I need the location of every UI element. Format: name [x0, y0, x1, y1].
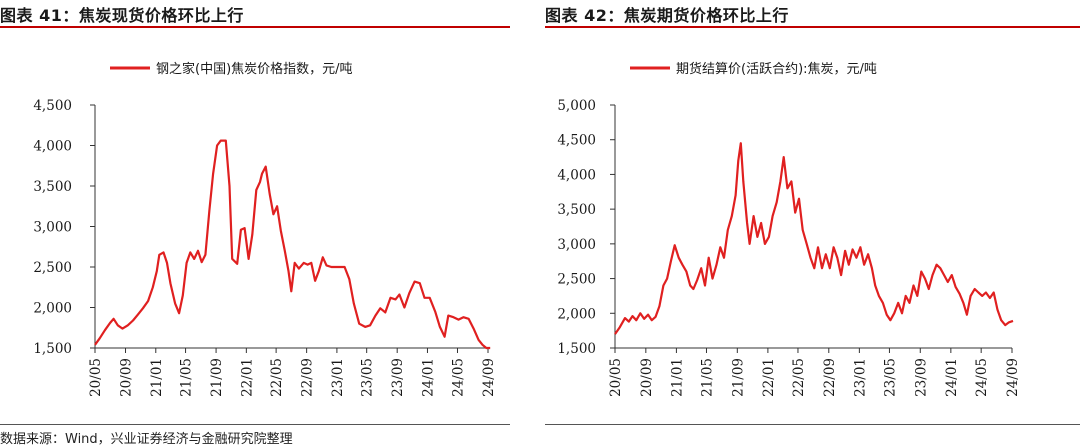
x-tick-label: 21/05 — [179, 358, 195, 397]
y-tick-label: 3,500 — [33, 179, 72, 195]
source-note: 数据来源：Wind，兴业证券经济与金融研究院整理 — [0, 432, 293, 447]
y-tick-label: 5,000 — [557, 98, 596, 114]
x-tick-label: 24/01 — [944, 358, 960, 397]
title-rule-left — [0, 26, 510, 28]
title-rule-right — [545, 26, 1080, 28]
x-tick-label: 21/01 — [669, 358, 685, 397]
x-tick-label: 22/05 — [791, 358, 807, 397]
y-tick-label: 1,500 — [33, 341, 72, 357]
chart-title-left: 图表 41：焦炭现货价格环比上行 — [0, 6, 244, 25]
legend-label: 钢之家(中国)焦炭价格指数，元/吨 — [156, 61, 353, 77]
x-tick-label: 20/09 — [119, 358, 135, 397]
footer-rule-right — [545, 424, 1080, 425]
x-tick-label: 20/05 — [608, 358, 624, 397]
y-tick-label: 3,000 — [557, 237, 596, 253]
x-tick-label: 21/05 — [699, 358, 715, 397]
x-tick-label: 22/01 — [761, 358, 777, 397]
y-tick-label: 1,500 — [557, 341, 596, 357]
y-tick-label: 2,500 — [557, 272, 596, 288]
x-tick-label: 23/05 — [882, 358, 898, 397]
y-tick-label: 2,000 — [557, 306, 596, 322]
x-tick-label: 22/09 — [300, 358, 316, 397]
x-tick-label: 24/05 — [450, 358, 466, 397]
series-line — [94, 139, 491, 350]
y-tick-label: 3,000 — [33, 220, 72, 236]
x-tick-label: 23/09 — [913, 358, 929, 397]
x-tick-label: 22/09 — [822, 358, 838, 397]
x-tick-label: 24/05 — [974, 358, 990, 397]
series-line — [614, 142, 1014, 335]
x-tick-label: 24/09 — [1005, 358, 1021, 397]
x-tick-label: 22/05 — [269, 358, 285, 397]
x-tick-label: 24/01 — [420, 358, 436, 397]
y-tick-label: 4,500 — [33, 98, 72, 114]
x-tick-label: 23/05 — [360, 358, 376, 397]
y-tick-label: 4,500 — [557, 133, 596, 149]
x-tick-label: 20/05 — [88, 358, 104, 397]
x-tick-label: 20/09 — [639, 358, 655, 397]
x-tick-label: 23/09 — [390, 358, 406, 397]
x-tick-label: 21/09 — [730, 358, 746, 397]
x-tick-label: 21/09 — [209, 358, 225, 397]
legend-label: 期货结算价(活跃合约):焦炭，元/吨 — [676, 61, 877, 77]
x-tick-label: 23/01 — [330, 358, 346, 397]
x-tick-label: 23/01 — [852, 358, 868, 397]
y-tick-label: 4,000 — [33, 139, 72, 155]
chart-title-right: 图表 42：焦炭期货价格环比上行 — [545, 6, 789, 25]
x-tick-label: 24/09 — [481, 358, 497, 397]
y-tick-label: 2,000 — [33, 301, 72, 317]
y-tick-label: 3,500 — [557, 202, 596, 218]
y-tick-label: 2,500 — [33, 260, 72, 276]
x-tick-label: 21/01 — [149, 358, 165, 397]
y-tick-label: 4,000 — [557, 167, 596, 183]
footer-rule-left — [0, 424, 510, 425]
x-tick-label: 22/01 — [239, 358, 255, 397]
